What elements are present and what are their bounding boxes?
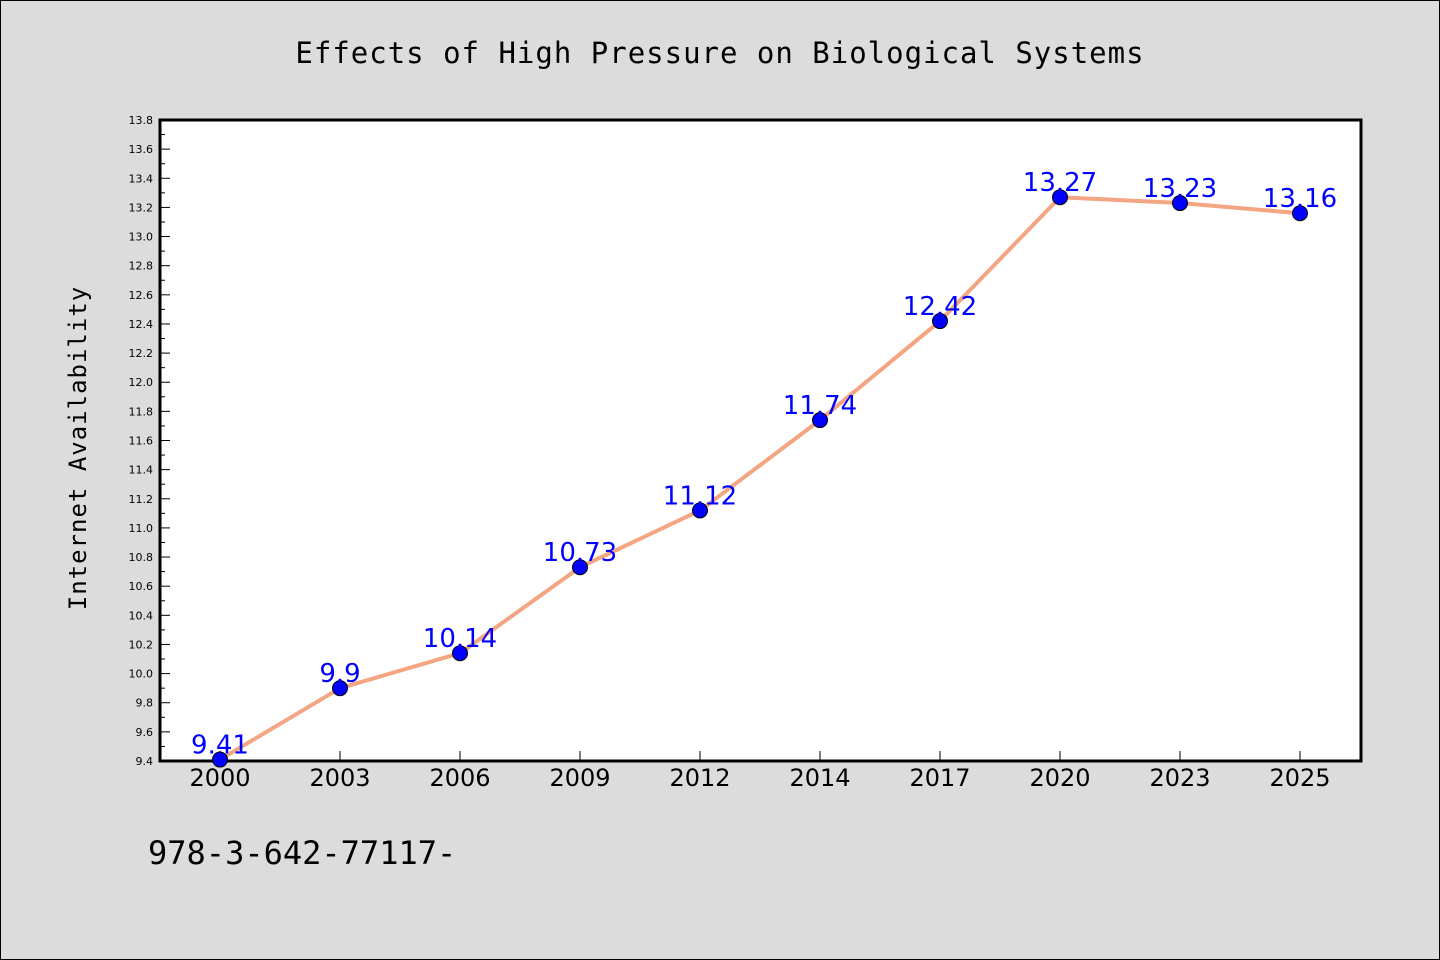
chart-title: Effects of High Pressure on Biological S…	[295, 36, 1144, 70]
y-tick-label: 10.4	[129, 609, 154, 622]
data-point	[452, 645, 468, 662]
data-label: 11.12	[663, 481, 737, 511]
data-point	[212, 751, 228, 768]
data-label: 10.73	[543, 538, 617, 568]
y-axis-label: Internet Availability	[64, 286, 92, 610]
data-point	[932, 313, 948, 330]
plot-area	[158, 118, 1363, 763]
y-tick-label: 13.0	[129, 231, 154, 244]
data-markers	[212, 189, 1308, 768]
x-tick-label: 2006	[429, 764, 490, 792]
footer-note: 978-3-642-77117-	[148, 834, 456, 872]
data-point	[572, 559, 588, 576]
data-point	[812, 412, 828, 429]
data-point	[332, 680, 348, 697]
x-tick-label: 2020	[1029, 764, 1090, 792]
data-label: 9.9	[319, 659, 360, 689]
y-tick-label: 11.4	[129, 464, 154, 477]
data-label: 13.23	[1143, 174, 1217, 204]
data-label: 13.16	[1263, 184, 1337, 214]
y-tick-label: 13.4	[129, 172, 154, 185]
y-tick-label: 13.6	[129, 143, 154, 156]
x-tick-label: 2014	[789, 764, 850, 792]
x-tick-label: 2025	[1269, 764, 1330, 792]
y-tick-label: 10.6	[129, 580, 154, 593]
x-tick-label: 2009	[549, 764, 610, 792]
y-tick-label: 10.0	[129, 668, 154, 681]
y-tick-label: 11.8	[129, 405, 154, 418]
x-tick-label: 2023	[1149, 764, 1210, 792]
x-tick-label: 2017	[909, 764, 970, 792]
data-label: 13.27	[1023, 168, 1097, 198]
y-axis: 9.4 9.6 9.8 10.0 10.2 10.4 10.6 10.8 11.0 11.2 11.…	[129, 114, 170, 768]
y-tick-label: 13.8	[129, 114, 154, 127]
y-tick-label: 12.0	[129, 376, 154, 389]
data-point	[1172, 195, 1188, 212]
data-point	[1292, 205, 1308, 222]
y-tick-label: 11.2	[129, 493, 154, 506]
y-tick-label: 9.4	[136, 755, 154, 768]
x-axis: 2000 2003 2006 2009 2012 2014 2017 2020 2023 2025	[189, 751, 1331, 792]
data-point	[1052, 189, 1068, 206]
y-tick-label: 12.2	[129, 347, 154, 360]
y-tick-label: 10.8	[129, 551, 154, 564]
y-tick-label: 13.2	[129, 201, 154, 214]
data-label: 9.41	[191, 731, 249, 761]
y-tick-label: 10.2	[129, 638, 154, 651]
x-tick-label: 2000	[189, 764, 250, 792]
data-labels: 9.41 9.9 10.14 10.73 11.12 11.74 12.42 13.27 13.…	[191, 168, 1337, 760]
y-tick-label: 11.6	[129, 435, 154, 448]
x-tick-label: 2012	[669, 764, 730, 792]
y-tick-label: 11.0	[129, 522, 154, 535]
y-tick-label: 9.6	[136, 726, 154, 739]
data-label: 11.74	[783, 391, 857, 421]
data-point	[692, 502, 708, 519]
x-tick-label: 2003	[309, 764, 370, 792]
data-label: 12.42	[903, 292, 977, 322]
series-line	[218, 195, 1302, 762]
series-polyline	[218, 195, 1302, 762]
y-tick-label: 12.4	[129, 318, 154, 331]
y-tick-label: 12.8	[129, 260, 154, 273]
y-tick-label: 12.6	[129, 289, 154, 302]
data-label: 10.14	[423, 624, 497, 654]
y-tick-label: 9.8	[136, 697, 154, 710]
